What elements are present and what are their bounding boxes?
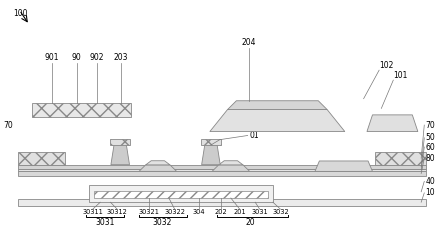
Bar — [375, 152, 426, 165]
Bar — [110, 139, 131, 145]
Text: 101: 101 — [393, 71, 408, 80]
Text: 204: 204 — [241, 38, 256, 47]
Text: 3031: 3031 — [251, 209, 268, 215]
Text: 3031: 3031 — [95, 218, 115, 227]
Bar — [18, 165, 426, 169]
Polygon shape — [227, 101, 327, 110]
Polygon shape — [111, 145, 130, 165]
Text: 90: 90 — [72, 53, 82, 62]
Polygon shape — [210, 110, 345, 132]
Text: 30321: 30321 — [139, 209, 159, 215]
Bar — [18, 152, 65, 165]
Polygon shape — [212, 165, 250, 171]
Bar — [18, 199, 426, 206]
Polygon shape — [367, 115, 418, 132]
Text: 304: 304 — [193, 209, 205, 215]
Text: 201: 201 — [234, 209, 246, 215]
Text: 203: 203 — [114, 53, 128, 62]
Text: 70: 70 — [3, 120, 13, 130]
Text: 3032: 3032 — [153, 218, 172, 227]
Bar — [18, 169, 426, 171]
Text: 102: 102 — [379, 61, 393, 70]
Text: 30322: 30322 — [164, 209, 185, 215]
Polygon shape — [315, 161, 373, 171]
Text: 60: 60 — [426, 143, 436, 152]
Text: 902: 902 — [90, 53, 104, 62]
Text: 40: 40 — [426, 177, 436, 186]
Text: 202: 202 — [215, 209, 227, 215]
Text: 30312: 30312 — [107, 209, 127, 215]
Bar — [94, 191, 269, 198]
Text: 30311: 30311 — [83, 209, 103, 215]
Text: 01: 01 — [250, 131, 259, 140]
Bar — [18, 171, 426, 175]
Text: 100: 100 — [13, 9, 28, 18]
Bar — [32, 103, 131, 116]
Text: 70: 70 — [426, 120, 436, 130]
Bar — [89, 185, 273, 202]
Text: 80: 80 — [426, 154, 435, 163]
Polygon shape — [219, 161, 243, 165]
Bar — [201, 139, 221, 145]
Text: 10: 10 — [426, 188, 435, 197]
Text: 50: 50 — [426, 133, 436, 142]
Polygon shape — [202, 145, 220, 165]
Text: 20: 20 — [246, 218, 256, 227]
Text: 901: 901 — [44, 53, 59, 62]
Polygon shape — [146, 161, 170, 165]
Polygon shape — [139, 165, 177, 171]
Text: 3032: 3032 — [272, 209, 289, 215]
